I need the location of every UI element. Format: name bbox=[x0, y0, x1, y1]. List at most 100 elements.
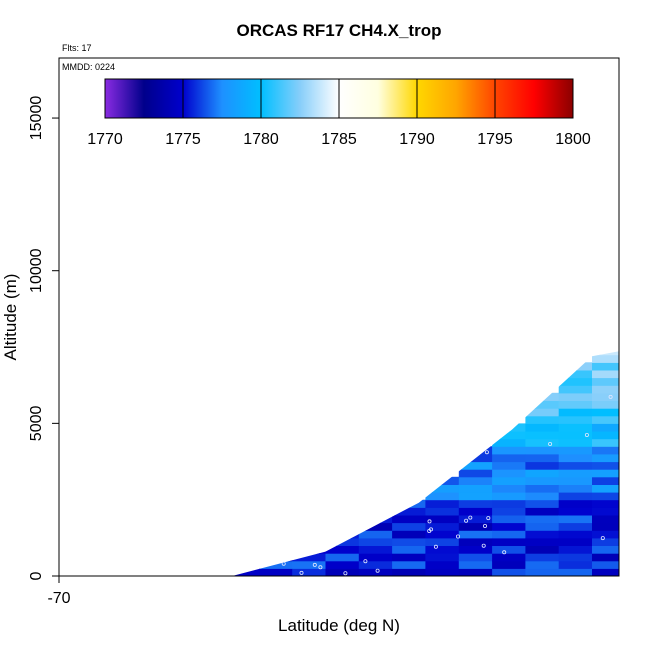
heatmap-cell bbox=[525, 408, 560, 417]
heatmap-cell bbox=[358, 522, 393, 531]
heatmap-cell bbox=[625, 500, 650, 508]
colorbar-tick-label: 1780 bbox=[243, 131, 279, 148]
heatmap-cell bbox=[592, 461, 619, 470]
heatmap-cell bbox=[625, 370, 650, 378]
sample-point bbox=[608, 394, 613, 399]
heatmap-cell bbox=[558, 545, 593, 554]
heatmap-cell bbox=[558, 507, 593, 516]
heatmap-cell bbox=[525, 415, 560, 424]
y-tick-label: 10000 bbox=[28, 248, 45, 293]
heatmap-cell bbox=[625, 538, 650, 546]
heatmap-cell bbox=[525, 469, 560, 478]
x-axis: -70-65-60-55-50 bbox=[47, 576, 71, 607]
heatmap-cell bbox=[558, 438, 593, 447]
heatmap-cell bbox=[525, 537, 560, 546]
mmdd-annotation: MMDD: 0224 bbox=[62, 62, 115, 72]
heatmap-cell bbox=[592, 431, 619, 440]
heatmap-cell bbox=[525, 446, 560, 455]
heatmap-cell bbox=[558, 476, 593, 485]
heatmap-cell bbox=[492, 514, 526, 524]
sample-point bbox=[427, 519, 432, 524]
heatmap-cell bbox=[358, 537, 393, 546]
x-tick-label: -70 bbox=[47, 590, 70, 607]
sample-point bbox=[363, 559, 368, 564]
heatmap-cell bbox=[558, 453, 593, 463]
heatmap-cell bbox=[558, 362, 593, 371]
heatmap-cell bbox=[525, 453, 560, 463]
heatmap-cell bbox=[232, 568, 260, 576]
heatmap-cell bbox=[492, 476, 526, 485]
sample-point bbox=[548, 441, 553, 446]
heatmap-cell bbox=[592, 568, 619, 576]
plot-frame bbox=[58, 57, 620, 577]
heatmap-cell bbox=[425, 568, 460, 576]
heatmap-cell bbox=[625, 568, 650, 576]
heatmap-cell bbox=[558, 537, 593, 546]
heatmap-cell bbox=[325, 530, 360, 539]
heatmap-cell bbox=[392, 545, 426, 554]
heatmap-cell bbox=[558, 530, 593, 539]
heatmap-cell bbox=[425, 476, 460, 485]
x-axis-label: Latitude (deg N) bbox=[278, 616, 400, 635]
heatmap-cell bbox=[625, 561, 650, 569]
heatmap-cell bbox=[492, 507, 526, 516]
heatmap-cell bbox=[525, 400, 560, 409]
sample-point bbox=[343, 571, 348, 576]
heatmap-cell bbox=[558, 560, 593, 569]
heatmap-cell bbox=[558, 377, 593, 386]
heatmap-cell bbox=[458, 568, 493, 576]
heatmap-cell bbox=[492, 499, 526, 508]
sample-point bbox=[502, 550, 507, 555]
heatmap-cell bbox=[525, 545, 560, 554]
heatmap-cell bbox=[558, 400, 593, 409]
heatmap-cell bbox=[592, 423, 619, 432]
heatmap-cell bbox=[492, 438, 526, 447]
heatmap-cell bbox=[558, 522, 593, 531]
sample-point bbox=[630, 454, 633, 457]
heatmap-cell bbox=[625, 355, 650, 363]
heatmap-cell bbox=[558, 492, 593, 501]
heatmap-cell bbox=[425, 553, 460, 562]
heatmap-cell bbox=[425, 522, 460, 531]
heatmap-cell bbox=[258, 560, 293, 569]
heatmap-cell bbox=[625, 362, 650, 370]
heatmap-cell bbox=[392, 522, 426, 531]
heatmap-cell bbox=[492, 522, 526, 531]
colorbar-tick-label: 1790 bbox=[399, 131, 435, 148]
flts-annotation: Flts: 17 bbox=[62, 43, 92, 53]
heatmap-cell bbox=[492, 560, 526, 569]
heatmap-cell bbox=[592, 507, 619, 516]
heatmap-cell bbox=[592, 377, 619, 386]
heatmap-cell bbox=[592, 492, 619, 501]
heatmap-cell bbox=[592, 514, 619, 524]
heatmap-cell bbox=[525, 522, 560, 531]
heatmap-cell bbox=[325, 553, 360, 562]
heatmap-cell bbox=[525, 438, 560, 447]
heatmap-cell bbox=[558, 499, 593, 508]
y-tick-label: 15000 bbox=[28, 96, 45, 141]
sample-point bbox=[600, 536, 605, 541]
heatmap-cell bbox=[425, 530, 460, 539]
heatmap-cell bbox=[592, 369, 619, 379]
colorbar-tick-label: 1795 bbox=[477, 131, 513, 148]
sample-point bbox=[584, 432, 589, 437]
heatmap-cell bbox=[292, 560, 327, 569]
heatmap-cell bbox=[558, 415, 593, 424]
heatmap-cell bbox=[458, 514, 493, 524]
heatmap-cell bbox=[625, 393, 650, 401]
heatmap-cell bbox=[558, 568, 593, 576]
heatmap-cell bbox=[592, 560, 619, 569]
heatmap-cell bbox=[425, 545, 460, 554]
heatmap-cell bbox=[358, 545, 393, 554]
y-tick-label: 0 bbox=[28, 571, 45, 580]
heatmap-cell bbox=[625, 439, 650, 447]
heatmap-cell bbox=[625, 339, 650, 347]
sample-point bbox=[433, 544, 438, 549]
colorbar-tick-label: 1775 bbox=[165, 131, 201, 148]
heatmap-cell bbox=[258, 553, 293, 562]
heatmap-cell bbox=[625, 378, 650, 386]
chart-title: ORCAS RF17 CH4.X_trop bbox=[237, 21, 442, 40]
heatmap-cell bbox=[625, 469, 650, 477]
heatmap-cell bbox=[525, 560, 560, 569]
heatmap-cell bbox=[525, 431, 560, 440]
